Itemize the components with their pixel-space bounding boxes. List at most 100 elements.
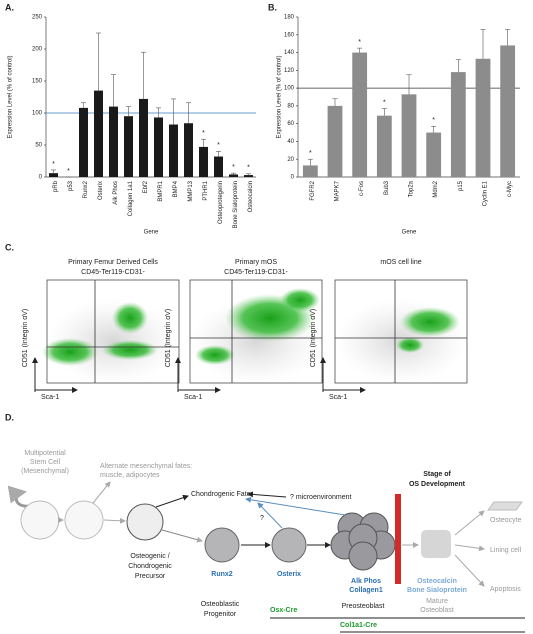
- significance-marker: *: [309, 150, 312, 157]
- label: OS Development: [409, 481, 466, 488]
- label: Chondrogenic: [128, 563, 172, 570]
- bar: [229, 174, 238, 177]
- x-tick-label: MAPK7: [335, 180, 341, 201]
- label: Osx-Cre: [270, 607, 297, 614]
- y-tick-label: 150: [32, 79, 43, 85]
- labels: Multipotential Stem Cell (Mesenchymal) A…: [21, 450, 522, 629]
- y-tick-label: 250: [32, 15, 43, 21]
- plot-title: CD45-Ter119-CD31-: [81, 269, 145, 276]
- y-tick-label: 20: [287, 157, 294, 163]
- plot-title: CD45-Ter119-CD31-: [224, 269, 288, 276]
- x-tick-label: Mdm2: [433, 180, 439, 197]
- bar: [376, 115, 392, 177]
- label: Osterix: [277, 571, 301, 578]
- label: Osteocalcin: [417, 578, 457, 585]
- y-tick-label: 60: [287, 121, 294, 127]
- x-tick-label: Osteoprotegerin: [218, 181, 224, 224]
- label: ? microenvironment: [290, 494, 352, 501]
- significance-marker: *: [67, 168, 70, 175]
- x-tick-label: Ebf2: [143, 180, 149, 193]
- significance-marker: *: [383, 99, 386, 106]
- bar: [214, 156, 223, 177]
- significance-marker: *: [202, 130, 205, 137]
- x-tick-label: c-Fos: [359, 181, 365, 196]
- density-cloud: [400, 307, 460, 337]
- x-tick-label: Bub3: [384, 180, 390, 195]
- stem-cell: [20, 500, 60, 540]
- x-tick-label: Osteocalcin: [248, 181, 254, 212]
- density-cloud: [280, 288, 320, 312]
- bar: [139, 98, 148, 177]
- bar: [79, 107, 88, 177]
- significance-marker: *: [217, 142, 220, 149]
- bar: [199, 146, 208, 177]
- label: Apoptosis: [490, 586, 521, 593]
- y-axis-label: CD51 (Integrin αV): [310, 309, 317, 368]
- bar: [154, 117, 163, 177]
- bar: [184, 123, 193, 177]
- x-axis-label: Sca-1: [184, 394, 202, 401]
- bar: [500, 45, 516, 177]
- x-tick-label: Collagen 1a1: [128, 180, 134, 216]
- label: Alternate mesenchymal fates:: [100, 463, 192, 470]
- density-cloud: [195, 345, 235, 365]
- x-tick-label: p15: [458, 180, 464, 191]
- significance-marker: *: [432, 117, 435, 124]
- x-axis-label: Gene: [402, 230, 417, 236]
- label: Osteocyte: [490, 517, 522, 524]
- bar: [401, 94, 417, 177]
- label: Osteogenic /: [130, 553, 169, 560]
- x-tick-label: BMP4: [173, 180, 179, 197]
- x-tick-label: Top2a: [409, 180, 415, 197]
- cell: [64, 500, 104, 540]
- y-tick-label: 50: [35, 143, 42, 149]
- bar: [94, 90, 103, 177]
- density-cloud: [112, 302, 148, 334]
- arrows: [58, 481, 525, 633]
- label: Preosteoblast: [342, 603, 385, 610]
- x-tick-label: BMPR1: [158, 180, 164, 201]
- label: Precursor: [135, 573, 166, 580]
- density-cloud: [102, 340, 158, 360]
- panel-label: B.: [268, 2, 277, 12]
- bar: [109, 106, 118, 177]
- plot-title: mOS cell line: [380, 259, 421, 266]
- x-tick-label: FGFR2: [310, 180, 316, 200]
- flow-panel: C. Primary Femur Derived Cells CD45-Ter119…: [5, 242, 468, 401]
- bar: [124, 116, 133, 177]
- plot-title: Primary Femur Derived Cells: [68, 259, 158, 266]
- y-axis-label: CD51 (Integrin αV): [22, 309, 29, 368]
- x-axis-label: Sca-1: [41, 394, 59, 401]
- significance-marker: *: [247, 165, 250, 172]
- progenitor-cell: [204, 527, 240, 563]
- y-tick-label: 80: [287, 103, 294, 109]
- label: Stem Cell: [30, 459, 61, 466]
- x-tick-label: Cyclin E1: [483, 180, 489, 206]
- plot-frame: [46, 279, 180, 384]
- x-tick-label: pRb: [53, 180, 59, 192]
- x-tick-label: MMP13: [188, 180, 194, 201]
- label: Osteoblast: [420, 607, 454, 614]
- y-tick-label: 160: [284, 32, 295, 38]
- diagram: D. Multipotential Stem Cell (Mesenchymal…: [5, 412, 525, 633]
- y-tick-label: 0: [291, 175, 295, 181]
- osteocyte-shape: [487, 501, 523, 511]
- mature-cell: [421, 530, 451, 558]
- x-axis-label: Sca-1: [329, 394, 347, 401]
- label: Bone Sialoprotein: [407, 587, 467, 594]
- x-tick-label: PTHR1: [203, 180, 209, 200]
- x-tick-label: Bone Sialoprotein: [233, 181, 239, 228]
- density-cloud: [42, 338, 98, 366]
- stage-bar: [395, 494, 401, 584]
- label: Runx2: [211, 571, 233, 578]
- y-axis-label: Expression Level (% of control): [8, 55, 14, 138]
- self-renew-arrow: [7, 485, 31, 508]
- precursor-cell: [126, 503, 164, 541]
- bar: [450, 72, 466, 177]
- y-tick-label: 40: [287, 139, 294, 145]
- significance-marker: *: [52, 161, 55, 168]
- panel-label: A.: [5, 2, 14, 12]
- label: Stage of: [423, 471, 451, 478]
- bar: [169, 124, 178, 177]
- bar: [49, 173, 58, 177]
